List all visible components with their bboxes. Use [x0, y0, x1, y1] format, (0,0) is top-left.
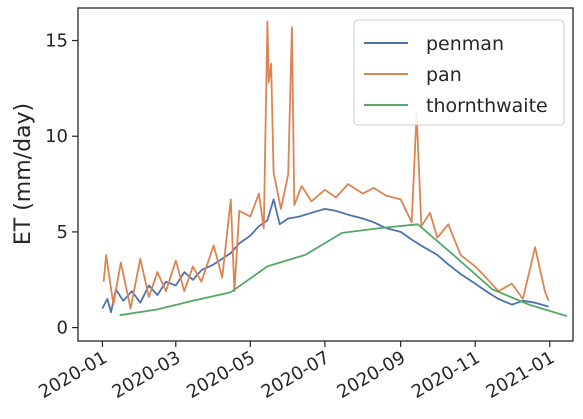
x-tick-label: 2020-07: [258, 347, 334, 403]
y-tick-label: 10: [45, 126, 68, 147]
y-tick-label: 0: [57, 318, 68, 339]
y-axis: 0 5 10 15: [45, 31, 78, 339]
x-tick-label: 2020-03: [109, 347, 185, 403]
y-tick-label: 5: [57, 222, 68, 243]
legend: penman pan thornthwaite: [353, 19, 565, 126]
x-tick-label: 2020-05: [183, 347, 259, 403]
x-tick-label: 2020-09: [334, 347, 410, 403]
x-tick-label: 2020-11: [408, 347, 484, 403]
series-line-thornthwaite: [119, 223, 568, 317]
x-tick-label: 2021-01: [483, 347, 559, 403]
y-tick-label: 15: [45, 31, 68, 52]
legend-label-thornthwaite: thornthwaite: [426, 95, 548, 117]
series-line-pan: [102, 20, 550, 310]
legend-label-penman: penman: [426, 33, 504, 55]
legend-label-pan: pan: [426, 64, 462, 86]
series-layer: [101, 20, 568, 317]
x-tick-label: 2020-01: [35, 347, 111, 403]
y-axis-title: ET (mm/day): [11, 103, 36, 245]
legend-box: [353, 19, 565, 126]
